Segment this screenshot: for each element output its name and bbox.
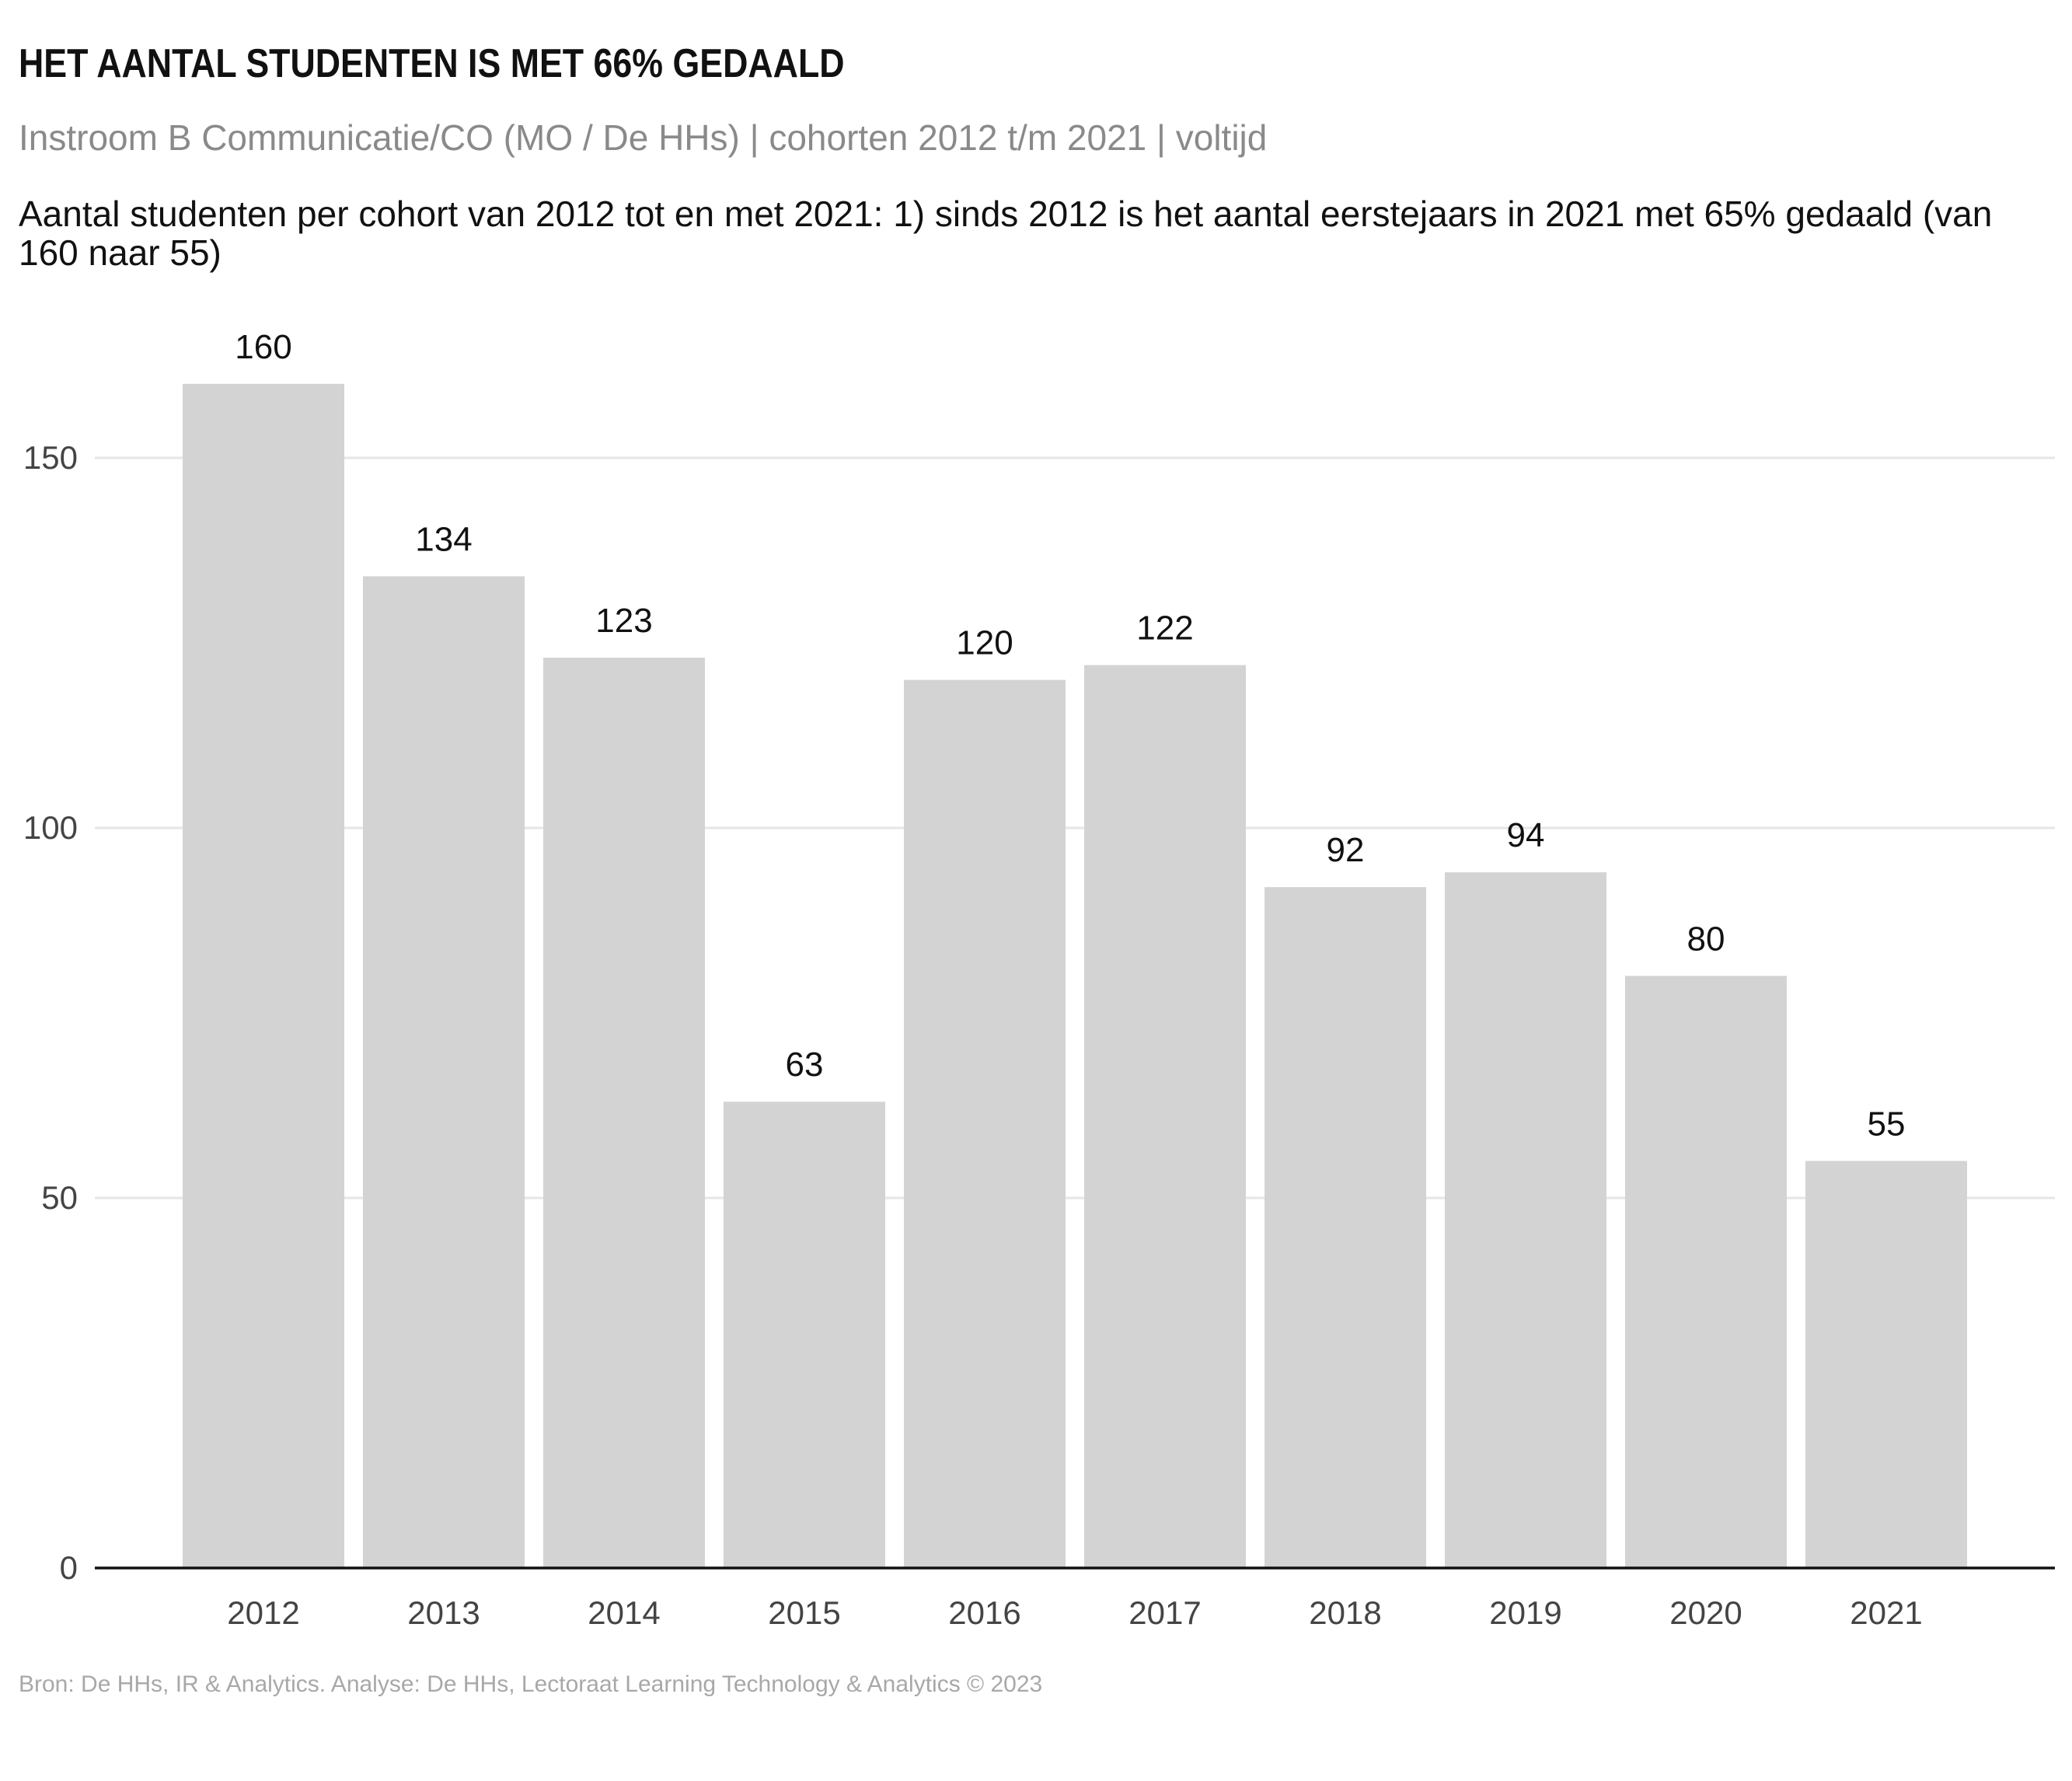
data-label: 122 [1136,609,1193,648]
bar-2019 [1445,872,1606,1568]
chart-title: HET AANTAL STUDENTEN IS MET 66% GEDAALD [19,41,845,86]
bar-2020 [1625,976,1787,1568]
x-tick-label: 2020 [1669,1594,1742,1631]
chart-subtitle: Instroom B Communicatie/CO (MO / De HHs)… [19,117,1268,158]
x-tick-label: 2014 [588,1594,660,1631]
x-tick-label: 2021 [1850,1594,1922,1631]
data-label: 123 [595,602,652,640]
data-label: 134 [415,520,472,558]
bar-2015 [724,1102,885,1568]
data-label: 55 [1868,1105,1906,1143]
data-label: 160 [235,328,291,366]
source-caption: Bron: De HHs, IR & Analytics. Analyse: D… [19,1671,1043,1697]
bar-2014 [543,658,705,1568]
y-tick-label: 50 [41,1179,78,1216]
chart-description: Aantal studenten per cohort van 2012 tot… [19,194,1993,273]
data-label: 120 [956,624,1013,662]
x-tick-label: 2019 [1489,1594,1561,1631]
bar-2016 [904,679,1066,1568]
data-label: 94 [1507,816,1545,854]
x-tick-label: 2018 [1309,1594,1381,1631]
bar-2018 [1264,887,1426,1568]
data-label: 80 [1687,920,1725,958]
bar-2012 [183,383,344,1568]
bar-2021 [1805,1161,1967,1568]
data-label: 63 [786,1046,824,1084]
x-tick-label: 2012 [227,1594,299,1631]
x-tick-label: 2016 [948,1594,1020,1631]
axis-layer: 0 50 100 150 2012 2013 2014 2015 2016 2017 2018 201… [23,439,2055,1631]
data-label: 92 [1327,831,1365,869]
y-tick-label: 150 [23,439,78,476]
bar-layer [183,383,1967,1568]
bar-2017 [1084,665,1246,1568]
label-layer: 160 134 123 63 120 122 92 94 80 55 [235,328,1905,1144]
bar-2013 [363,576,525,1568]
x-tick-label: 2015 [768,1594,840,1631]
x-tick-label: 2017 [1128,1594,1201,1631]
y-tick-label: 100 [23,809,78,846]
y-tick-label: 0 [60,1549,78,1586]
x-tick-label: 2013 [407,1594,480,1631]
